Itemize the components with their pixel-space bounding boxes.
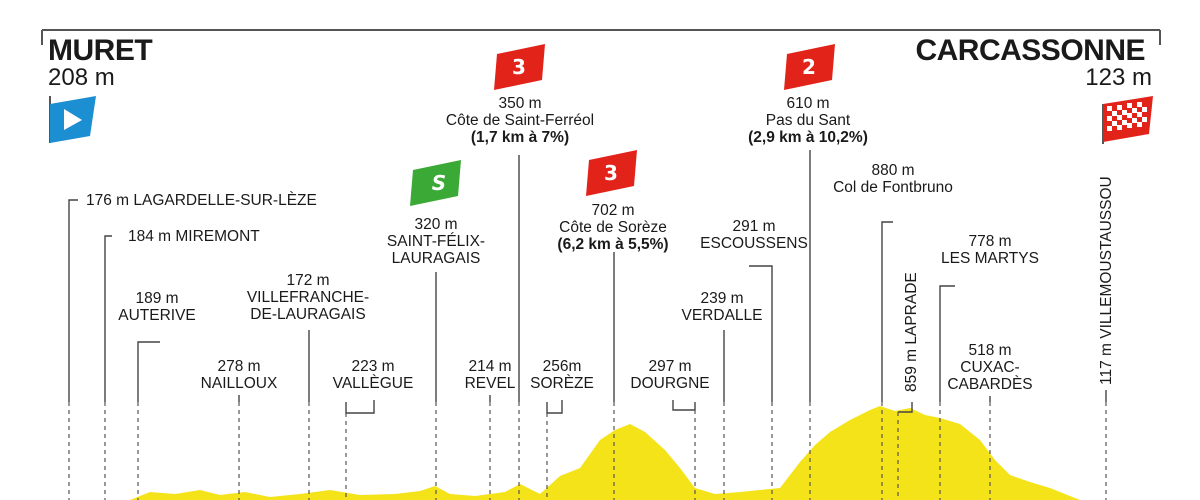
climb-badge-pas-du-sant: [784, 44, 835, 90]
start-town: MURET: [48, 34, 153, 67]
play-flag-icon: [49, 96, 96, 143]
climb-badge-saint-ferreol: [494, 44, 545, 90]
place-villemoustaussou: 117 m VILLEMOUSTAUSSOU: [1098, 176, 1115, 385]
place-verdalle: 239 m VERDALLE: [681, 290, 763, 324]
place-escoussens: 291 m ESCOUSSENS: [700, 218, 808, 252]
place-les-martys: 778 m LES MARTYS: [941, 233, 1039, 267]
sprint-label-saint-felix: 320 m SAINT-FÉLIX- LAURAGAIS: [386, 216, 486, 267]
elevation-profile-area: [0, 406, 1080, 500]
place-lagardelle: 176 m LAGARDELLE-SUR-LÈZE: [86, 192, 317, 209]
place-dourgne: 297 m DOURGNE: [630, 358, 710, 392]
place-cuxac: 518 m CUXAC- CABARDÈS: [947, 342, 1033, 393]
finish-altitude: 123 m: [1085, 64, 1152, 91]
place-nailloux: 278 m NAILLOUX: [200, 358, 278, 392]
climb-label-soreze: 702 m Côte de Sorèze (6,2 km à 5,5%): [557, 202, 669, 253]
climb-label-pas-du-sant: 610 m Pas du Sant (2,9 km à 10,2%): [748, 95, 868, 146]
place-laprade: 859 m LAPRADE: [903, 272, 920, 392]
place-fontbruno: 880 m Col de Fontbruno: [833, 162, 953, 196]
finish-town: CARCASSONNE: [915, 34, 1145, 67]
leader-lines: [68, 150, 1107, 414]
place-vallegue: 223 m VALLÈGUE: [332, 358, 414, 392]
climb-badge-soreze: [586, 150, 637, 196]
place-revel: 214 m REVEL: [464, 358, 516, 392]
start-altitude: 208 m: [48, 64, 115, 91]
place-soreze: 256m SORÈZE: [530, 358, 594, 392]
place-villefranche: 172 m VILLEFRANCHE- DE-LAURAGAIS: [246, 272, 370, 323]
checkered-flag-icon: [1102, 96, 1153, 144]
sprint-badge: [410, 160, 461, 206]
dashed-markers: [68, 402, 1107, 500]
climb-label-saint-ferreol: 350 m Côte de Saint-Ferréol (1,7 km à 7%…: [445, 95, 595, 146]
place-auterive: 189 m AUTERIVE: [118, 290, 196, 324]
place-miremont: 184 m MIREMONT: [128, 228, 260, 245]
